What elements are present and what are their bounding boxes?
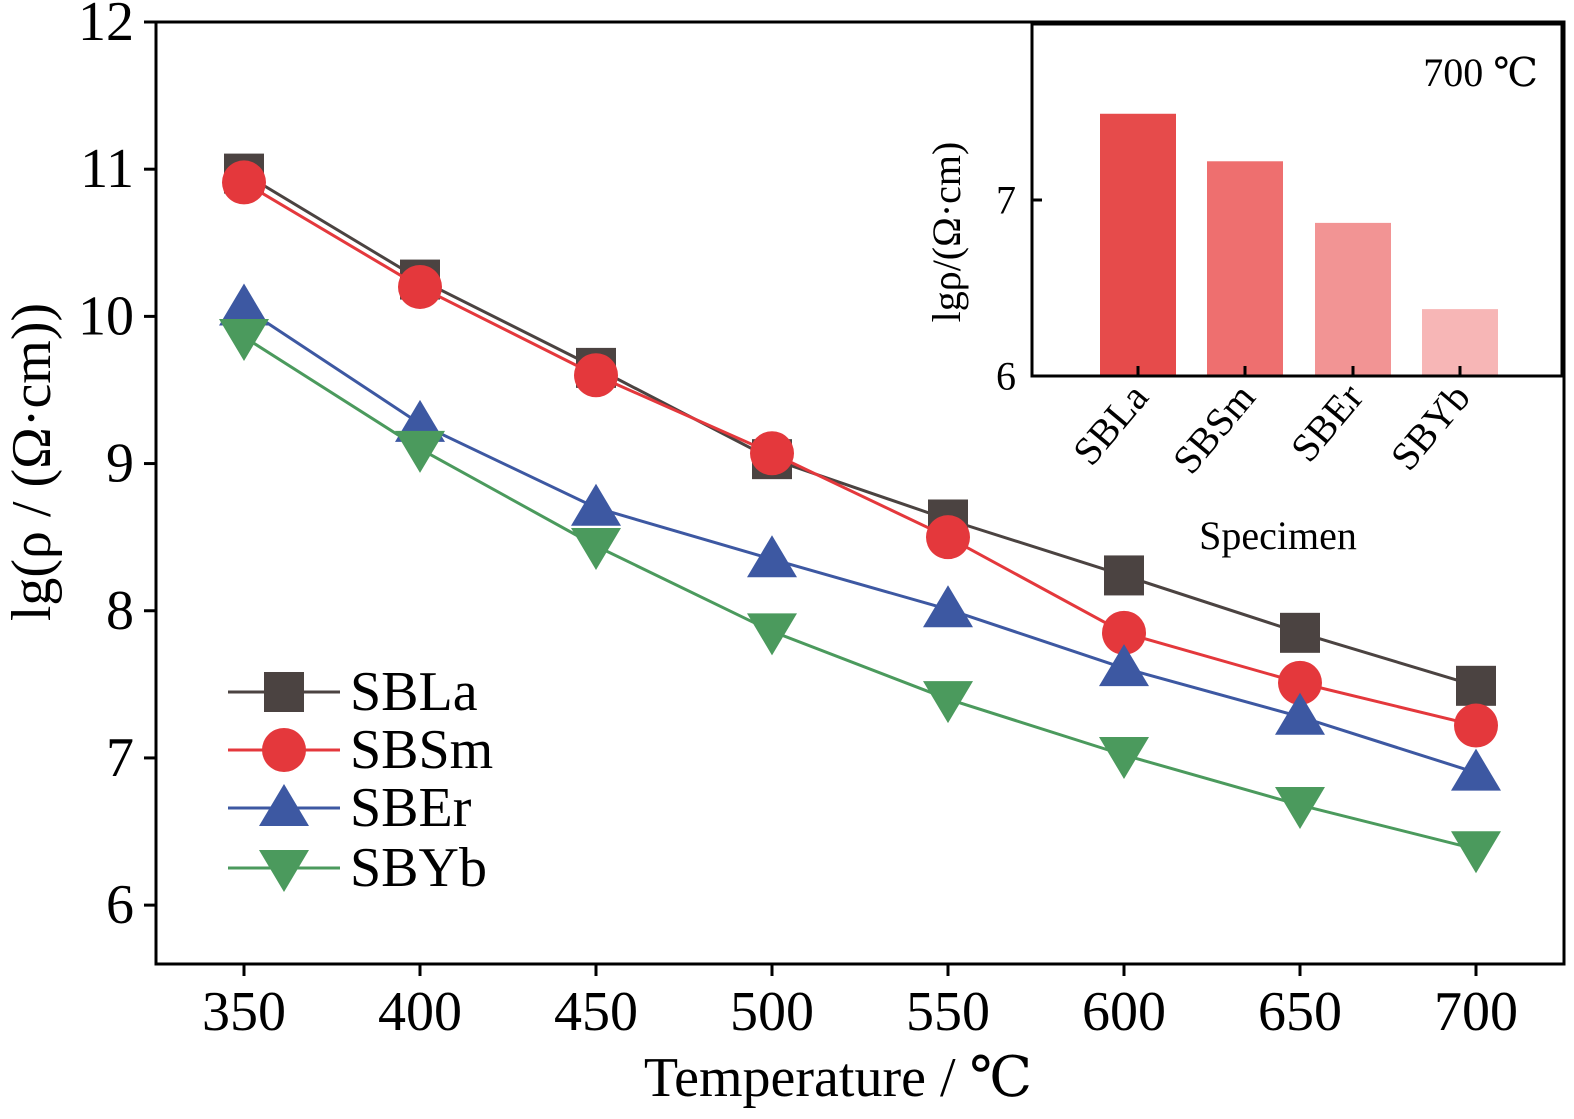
inset-y-tick-label: 7	[996, 178, 1016, 223]
inset-y-axis-title: lgρ/(Ω·cm)	[924, 142, 969, 323]
series-sber-point	[1275, 692, 1325, 735]
main-x-tick-label: 350	[202, 981, 286, 1043]
main-y-tick-label: 12	[78, 0, 134, 53]
main-x-tick-label: 600	[1082, 981, 1166, 1043]
series-sber-point	[747, 535, 797, 578]
series-sbyb-point	[747, 613, 797, 656]
main-y-tick-label: 8	[106, 580, 134, 642]
series-sber-point	[923, 585, 973, 628]
series-sbyb-point	[395, 430, 445, 473]
inset-bar-sbla	[1100, 113, 1176, 376]
main-y-tick-label: 10	[78, 285, 134, 347]
main-plot-frame	[154, 20, 1566, 966]
series-sbyb	[219, 318, 1501, 874]
inset-bar-sbsm	[1207, 161, 1283, 376]
legend-sbsm-marker	[262, 728, 306, 772]
main-x-axis-title: Temperature / ℃	[644, 1047, 1032, 1109]
inset-x-axis-title: Specimen	[1199, 513, 1357, 558]
series-sber-line	[243, 306, 1477, 775]
legend-sbla-label: SBLa	[350, 661, 478, 723]
series-sbsm-point	[1454, 703, 1498, 748]
main-y-axis-title: lg(ρ / (Ω·cm))	[1, 303, 63, 621]
inset-annotation: 700 ℃	[1423, 50, 1538, 95]
series-sbyb-point	[1275, 787, 1325, 830]
series-sber-point	[1099, 644, 1149, 687]
series-sbyb-point	[571, 527, 621, 570]
inset-y-ticks: 67	[996, 178, 1042, 399]
series-sbsm-point	[1102, 610, 1146, 655]
inset-bar-sbyb	[1422, 309, 1498, 376]
inset-bars	[1100, 113, 1498, 376]
series-sbyb-line	[243, 335, 1477, 851]
inset-y-tick-label: 6	[996, 354, 1016, 399]
series-sbsm-point	[398, 264, 442, 309]
series-sbla-point	[1280, 612, 1320, 653]
legend-sbsm-label: SBSm	[350, 719, 493, 781]
legend-sbyb-label: SBYb	[350, 837, 487, 899]
series-sber-point	[1451, 748, 1501, 791]
series-sbsm-point	[1278, 660, 1322, 705]
legend-sber-marker	[259, 784, 309, 826]
legend-sbyb-marker	[259, 850, 309, 892]
main-x-tick-label: 550	[906, 981, 990, 1043]
series-sbsm	[222, 160, 1498, 748]
series-sbsm-line	[243, 181, 1477, 728]
inset-bar-sber	[1315, 222, 1391, 376]
series-sbyb-point	[1451, 831, 1501, 874]
main-x-ticks: 350 400 450 500 550 600 650 700	[202, 964, 1518, 1043]
main-x-tick-label: 700	[1434, 981, 1518, 1043]
series-sber-point	[571, 483, 621, 526]
inset-plot: 67 SBLa SBSm SBEr SBYb 700 ℃ Specimen lgρ/(…	[924, 22, 1564, 558]
series-sbsm-point	[574, 353, 618, 398]
legend-sbla-marker	[264, 672, 304, 712]
main-x-tick-label: 650	[1258, 981, 1342, 1043]
main-x-tick-label: 450	[554, 981, 638, 1043]
main-y-tick-label: 6	[106, 874, 134, 936]
series-sbyb-point	[1099, 736, 1149, 779]
series-sbla-line	[243, 172, 1477, 688]
main-y-tick-label: 9	[106, 433, 134, 495]
series-sbsm-point	[222, 160, 266, 205]
main-series-group	[219, 153, 1501, 874]
series-sber-point	[219, 283, 269, 326]
series-sbsm-point	[750, 431, 794, 476]
series-sbla-point	[1456, 665, 1496, 706]
main-y-ticks: 6 7 8 9 10 11 12	[78, 0, 156, 936]
main-x-tick-label: 400	[378, 981, 462, 1043]
main-y-tick-label: 11	[80, 138, 134, 200]
series-sbyb-point	[923, 681, 973, 724]
series-sbsm-point	[926, 515, 970, 560]
main-x-tick-label: 500	[730, 981, 814, 1043]
series-sbyb-point	[219, 318, 269, 361]
main-y-tick-label: 7	[106, 727, 134, 789]
series-sbla-point	[1104, 555, 1144, 596]
legend-sber-label: SBEr	[350, 777, 472, 839]
